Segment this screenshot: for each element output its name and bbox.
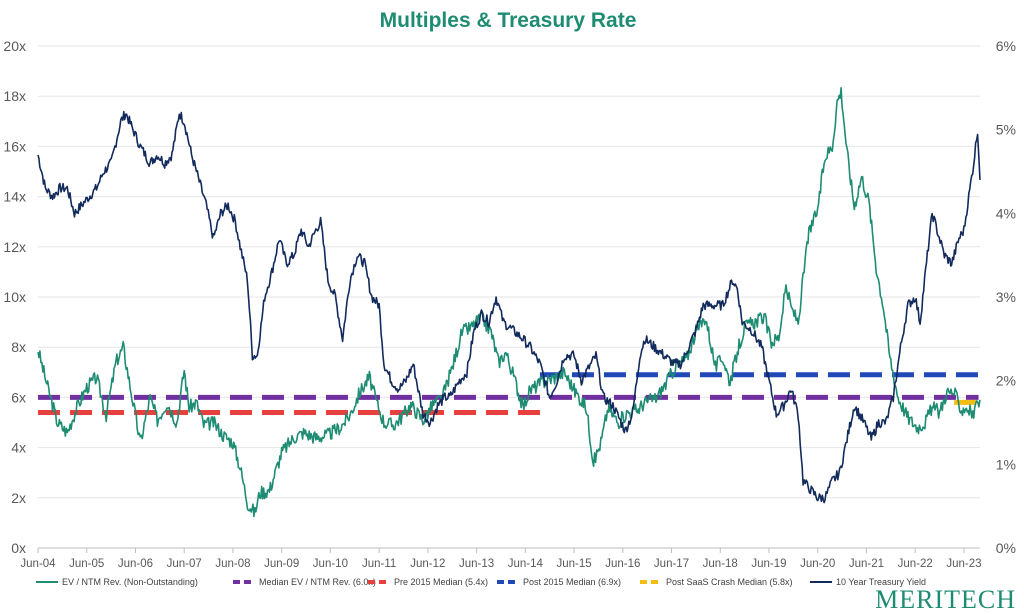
x-tick-label: Jun-10 (313, 558, 348, 570)
grid-lines (38, 45, 980, 549)
y-left-tick-label: 2x (11, 490, 26, 506)
y-left-tick-label: 4x (11, 440, 26, 456)
y-right-tick-label: 6% (996, 38, 1016, 54)
x-tick-label: Jun-20 (800, 558, 835, 570)
y-right-tick-label: 1% (996, 456, 1016, 472)
x-tick-label: Jun-09 (264, 558, 299, 570)
treasury-yield-line (37, 110, 981, 504)
y-left-tick-label: 12x (3, 239, 26, 255)
legend-label: Median EV / NTM Rev. (6.0x) (259, 577, 376, 587)
legend-label: Post SaaS Crash Median (5.8x) (666, 577, 793, 587)
chart-title: Multiples & Treasury Rate (380, 9, 637, 32)
y-right-tick-label: 5% (996, 122, 1016, 138)
series-group (37, 87, 981, 518)
x-tick-label: Jun-19 (751, 558, 786, 570)
y-axis-right: 0% 1% 2% 3% 4% 5% 6% (996, 38, 1016, 556)
x-tick-label: Jun-21 (849, 558, 884, 570)
y-left-tick-label: 0x (11, 540, 26, 556)
y-axis-left: 0x 2x 4x 6x 8x 10x 12x 14x 16x 18x 20x (3, 38, 26, 556)
x-tick-label: Jun-18 (703, 558, 738, 570)
x-tick-label: Jun-14 (508, 558, 544, 570)
legend-label: 10 Year Treasury Yield (836, 577, 926, 587)
legend: EV / NTM Rev. (Non-Outstanding) Median EV… (36, 577, 926, 587)
y-left-tick-label: 16x (3, 138, 26, 154)
y-left-tick-label: 20x (3, 38, 26, 54)
y-left-tick-label: 14x (3, 189, 26, 205)
brand-logo: MERITECH (875, 585, 1016, 614)
x-tick-label: Jun-17 (654, 558, 689, 570)
legend-label: Post 2015 Median (6.9x) (523, 577, 621, 587)
y-left-tick-label: 6x (11, 389, 26, 405)
x-tick-label: Jun-15 (556, 558, 591, 570)
x-tick-label: Jun-11 (362, 558, 396, 570)
legend-label: EV / NTM Rev. (Non-Outstanding) (62, 577, 198, 587)
x-tick-label: Jun-05 (69, 558, 104, 570)
x-tick-label: Jun-04 (20, 558, 56, 570)
x-tick-label: Jun-07 (167, 558, 202, 570)
y-left-tick-label: 18x (3, 88, 26, 104)
y-right-tick-label: 2% (996, 373, 1016, 389)
y-right-tick-label: 4% (996, 205, 1016, 221)
ev-ntm-line (37, 87, 981, 518)
x-tick-label: Jun-16 (605, 558, 640, 570)
y-right-tick-label: 3% (996, 289, 1016, 305)
x-tick-label: Jun-23 (946, 558, 981, 570)
y-right-tick-label: 0% (996, 540, 1016, 556)
x-tick-label: Jun-06 (118, 558, 153, 570)
legend-label: Pre 2015 Median (5.4x) (394, 577, 488, 587)
y-left-tick-label: 10x (3, 289, 26, 305)
x-tick-label: Jun-08 (215, 558, 250, 570)
x-axis: Jun-04 Jun-05 Jun-06 Jun-07 Jun-08 Jun-09 Jun-… (20, 547, 982, 570)
x-tick-label: Jun-22 (898, 558, 933, 570)
y-left-tick-label: 8x (11, 339, 26, 355)
x-tick-label: Jun-12 (410, 558, 445, 570)
x-tick-label: Jun-13 (459, 558, 494, 570)
